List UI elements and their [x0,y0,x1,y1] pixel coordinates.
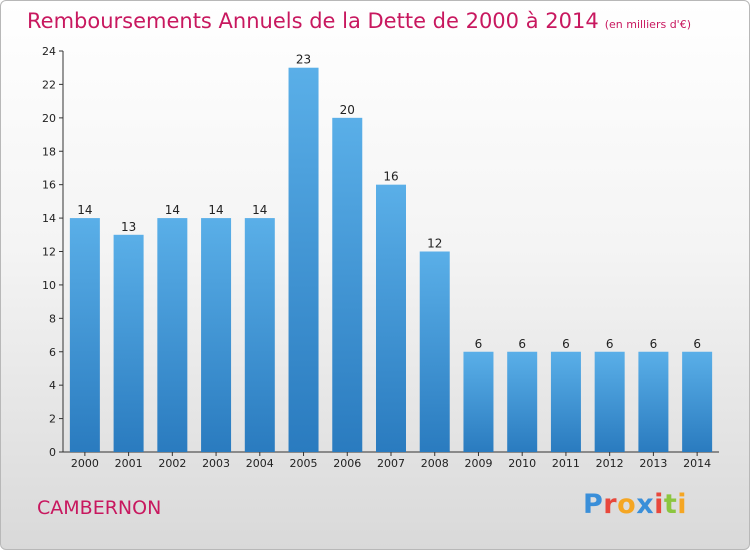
proxiti-logo: Proxiti [583,489,687,520]
chart-subtitle: (en milliers d'€) [604,18,691,31]
y-tick-label: 8 [49,312,56,325]
logo-letter: o [617,489,637,520]
value-label-2005: 23 [296,53,311,67]
x-tick-label-2004: 2004 [246,457,274,470]
x-tick-label-2000: 2000 [71,457,99,470]
value-label-2002: 14 [165,203,180,217]
y-tick-label: 22 [42,78,56,91]
value-label-2003: 14 [208,203,223,217]
y-tick-label: 10 [42,279,56,292]
x-tick-label-2001: 2001 [115,457,143,470]
bar-2003 [201,218,232,452]
bar-2013 [638,351,669,452]
value-label-2007: 16 [383,170,398,184]
logo-letter: i [677,489,688,520]
bar-2007 [376,184,406,452]
y-tick-label: 2 [49,413,56,426]
value-label-2014: 6 [693,337,701,351]
chart-title-text: Remboursements Annuels de la Dette de 20… [27,9,599,33]
value-label-2010: 6 [518,337,526,351]
x-tick-label-2012: 2012 [596,457,624,470]
x-tick-label-2007: 2007 [377,457,405,470]
bar-2006 [332,117,363,452]
y-tick-label: 24 [42,45,56,58]
bar-2009 [463,351,494,452]
bar-2012 [594,351,625,452]
y-tick-label: 0 [49,446,56,459]
value-label-2009: 6 [475,337,483,351]
value-label-2000: 14 [77,203,92,217]
value-label-2006: 20 [340,103,355,117]
value-label-2001: 13 [121,220,136,234]
x-tick-label-2011: 2011 [552,457,580,470]
logo-letter: i [654,489,664,520]
y-tick-label: 16 [42,179,56,192]
logo-letter: x [636,489,655,520]
y-tick-label: 20 [42,112,56,125]
logo-letter: t [663,489,678,520]
x-tick-label-2010: 2010 [508,457,536,470]
bar-2014 [682,351,713,452]
bar-2002 [157,218,188,452]
logo-letter: P [583,489,604,520]
y-tick-label: 4 [49,379,56,392]
chart-title: Remboursements Annuels de la Dette de 20… [27,9,691,33]
y-tick-label: 12 [42,246,56,259]
x-tick-label-2005: 2005 [290,457,318,470]
bar-2001 [113,234,144,452]
commune-name: CAMBERNON [37,497,162,519]
x-tick-label-2002: 2002 [158,457,186,470]
y-tick-label: 6 [49,346,56,359]
y-tick-label: 18 [42,145,56,158]
bar-2000 [69,218,100,452]
value-label-2008: 12 [427,237,442,251]
value-label-2011: 6 [562,337,570,351]
x-tick-label-2008: 2008 [421,457,449,470]
x-tick-label-2009: 2009 [464,457,492,470]
y-tick-label: 14 [42,212,56,225]
x-tick-label-2013: 2013 [639,457,667,470]
bar-2005 [288,67,319,452]
x-tick-label-2003: 2003 [202,457,230,470]
value-label-2004: 14 [252,203,267,217]
value-label-2012: 6 [606,337,614,351]
logo-letter: r [603,489,618,520]
bar-2010 [507,351,538,452]
x-tick-label-2006: 2006 [333,457,361,470]
x-tick-label-2014: 2014 [683,457,711,470]
bar-2008 [419,251,450,452]
bar-2004 [244,218,275,452]
value-label-2013: 6 [650,337,658,351]
bar-2011 [550,351,581,452]
